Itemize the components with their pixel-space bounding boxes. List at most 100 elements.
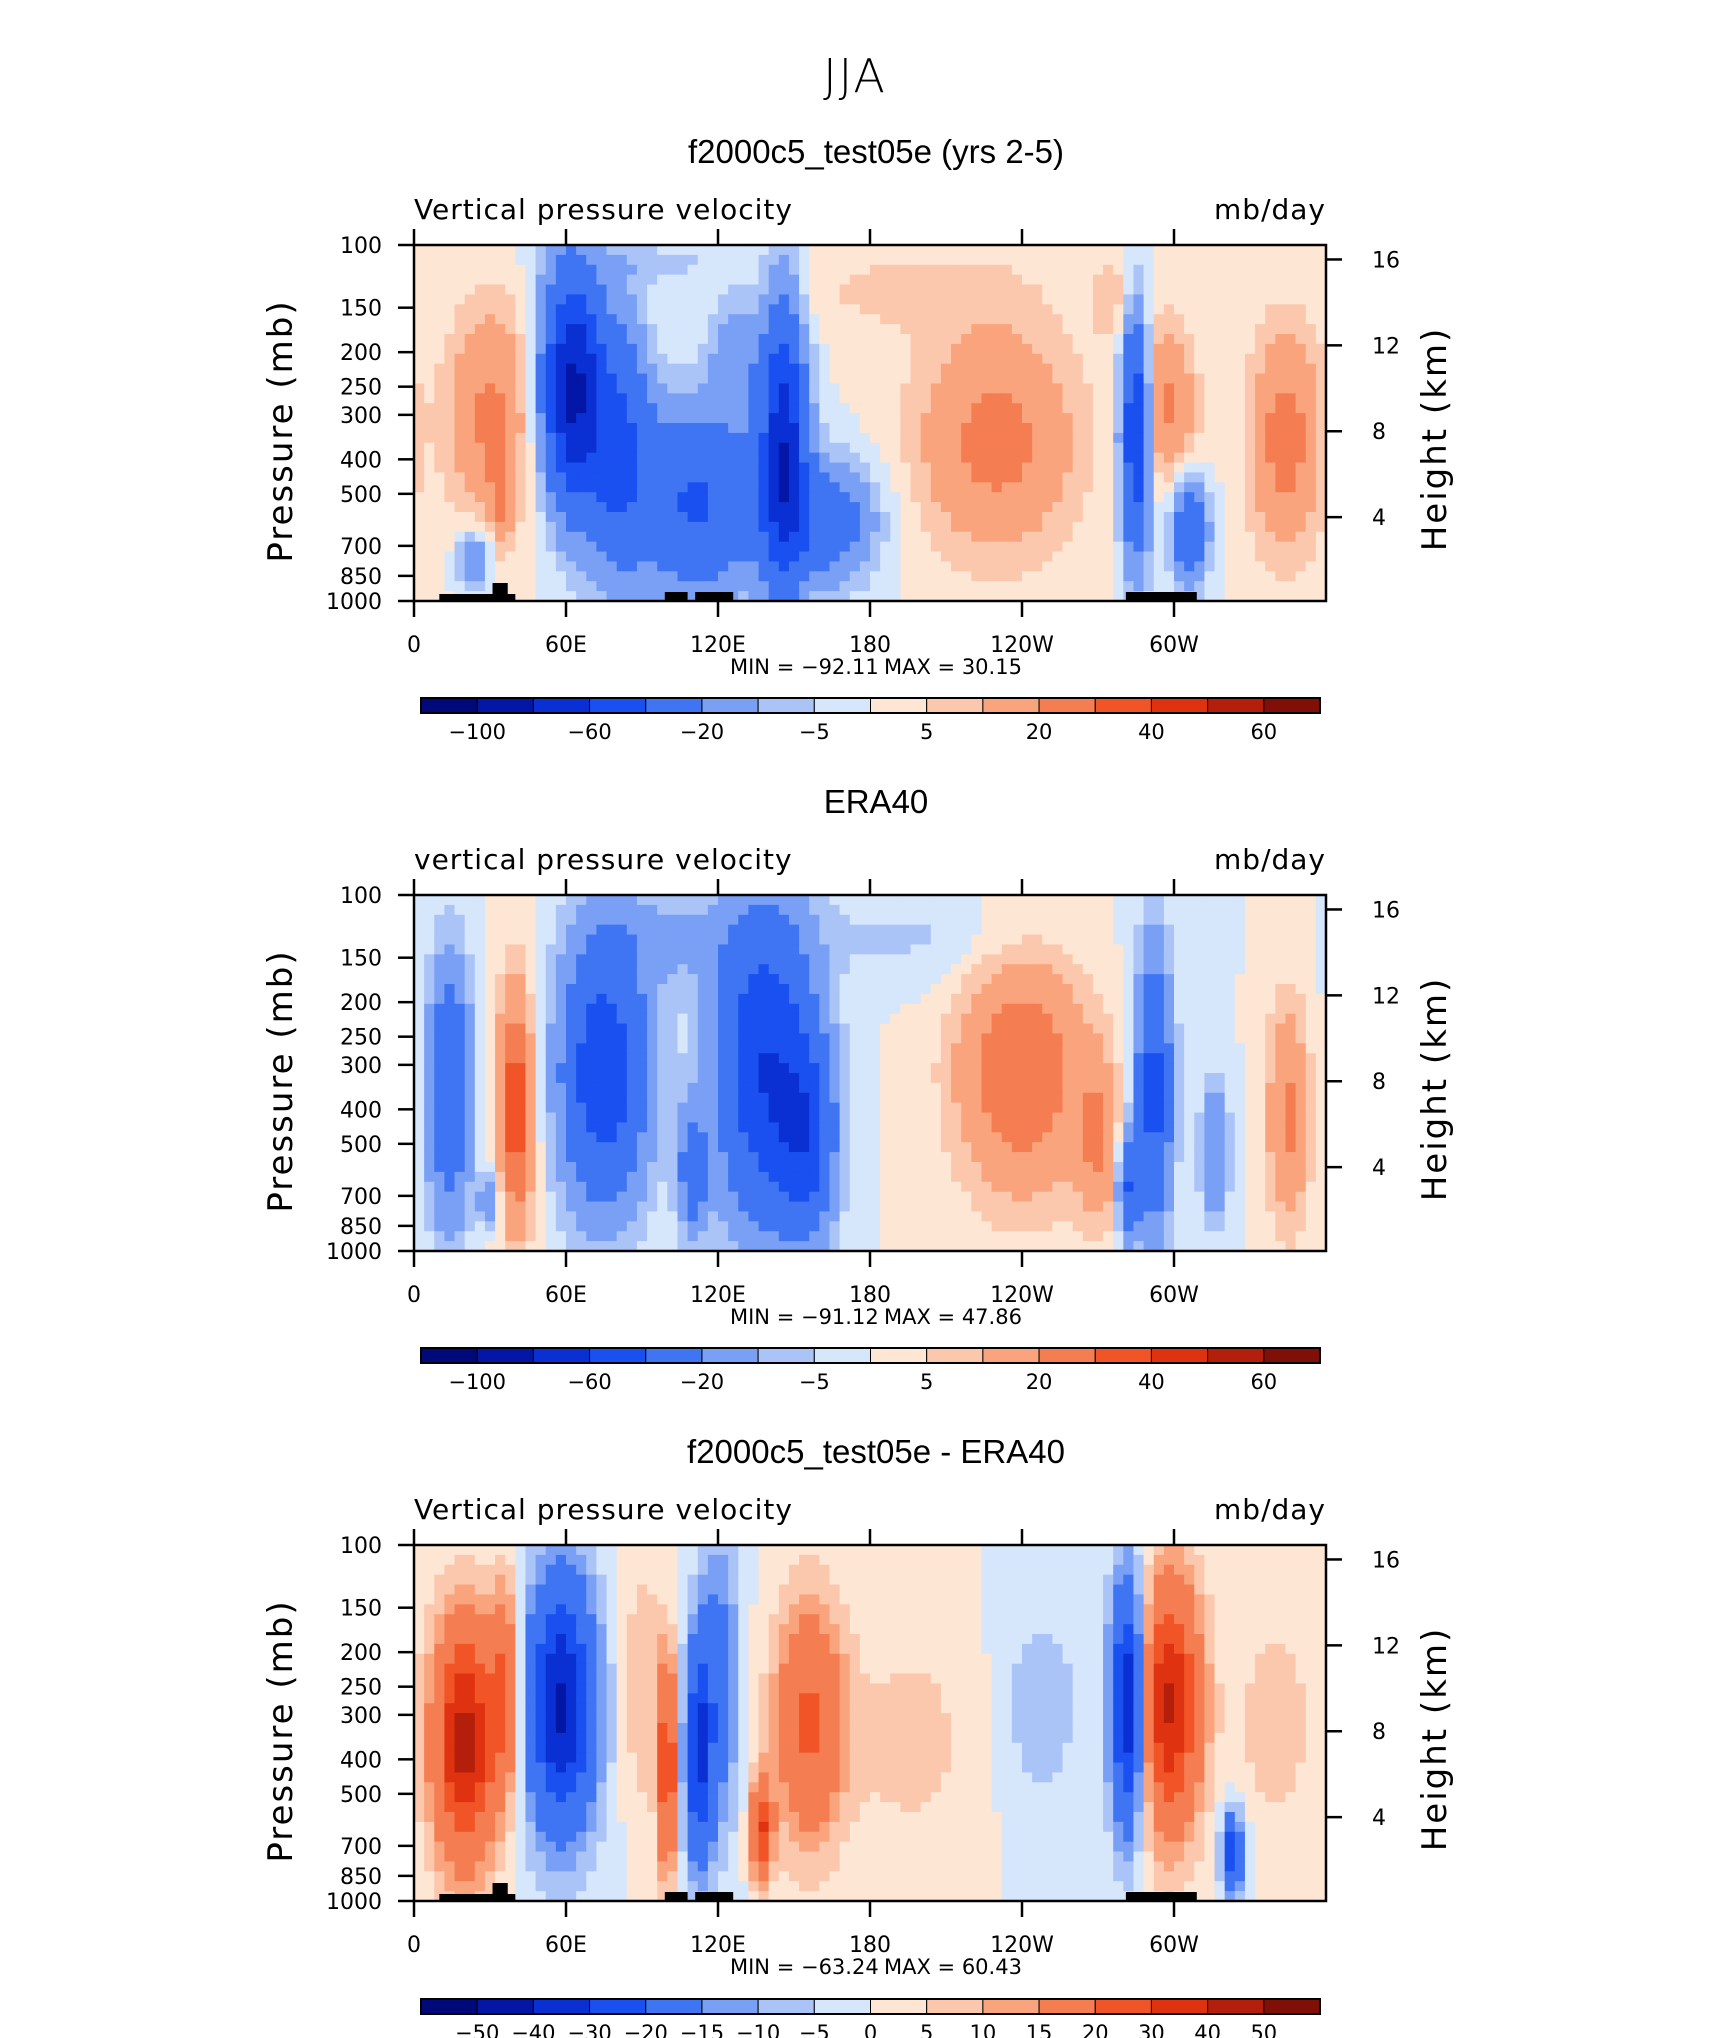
field-cell bbox=[1001, 363, 1013, 375]
field-cell bbox=[1123, 334, 1135, 345]
field-cell bbox=[1062, 904, 1074, 916]
field-cell bbox=[1143, 914, 1155, 926]
field-cell bbox=[647, 452, 658, 464]
field-cell bbox=[849, 482, 861, 493]
field-cell bbox=[1143, 944, 1155, 955]
field-cell bbox=[799, 294, 810, 305]
field-cell bbox=[799, 324, 810, 335]
field-cell bbox=[758, 343, 770, 355]
field-cell bbox=[444, 423, 456, 434]
field-cell bbox=[788, 993, 800, 1005]
field-cell bbox=[748, 551, 760, 563]
field-cell bbox=[748, 393, 760, 404]
field-cell bbox=[484, 993, 496, 1005]
field-cell bbox=[1244, 541, 1256, 553]
field-cell bbox=[819, 462, 831, 474]
field-cell bbox=[1042, 502, 1053, 513]
field-cell bbox=[758, 353, 770, 365]
field-cell bbox=[951, 954, 962, 965]
field-cell bbox=[566, 363, 577, 375]
field-cell bbox=[768, 442, 780, 454]
field-cell bbox=[930, 462, 942, 474]
field-cell bbox=[1042, 284, 1053, 296]
field-cell bbox=[1174, 393, 1185, 404]
field-cell bbox=[1143, 245, 1155, 256]
field-cell bbox=[839, 462, 851, 474]
colorbar-swatch bbox=[589, 697, 647, 714]
field-cell bbox=[444, 413, 456, 424]
field-cell bbox=[859, 954, 871, 965]
field-cell bbox=[1103, 914, 1114, 926]
field-cell bbox=[626, 304, 638, 315]
field-cell bbox=[849, 413, 861, 424]
field-cell bbox=[859, 294, 871, 305]
field-cell bbox=[576, 1023, 587, 1035]
field-cell bbox=[859, 492, 871, 503]
field-cell bbox=[505, 492, 516, 503]
field-cell bbox=[768, 314, 780, 325]
field-cell bbox=[718, 432, 729, 444]
field-cell bbox=[535, 294, 547, 305]
field-cell bbox=[1022, 914, 1033, 926]
field-cell bbox=[778, 393, 790, 404]
field-cell bbox=[454, 413, 466, 424]
field-cell bbox=[991, 373, 1003, 385]
field-cell bbox=[667, 512, 679, 523]
field-cell bbox=[1285, 393, 1297, 404]
field-cell bbox=[1143, 502, 1155, 513]
field-cell bbox=[799, 284, 810, 296]
field-cell bbox=[961, 472, 972, 483]
field-cell bbox=[880, 324, 891, 335]
field-cell bbox=[809, 442, 820, 454]
field-cell bbox=[991, 591, 1003, 602]
field-cell bbox=[464, 353, 476, 365]
field-cell bbox=[920, 974, 932, 985]
field-cell bbox=[748, 432, 760, 444]
field-cell bbox=[1194, 353, 1205, 365]
field-cell bbox=[535, 334, 547, 345]
field-cell bbox=[636, 264, 648, 276]
field-cell bbox=[728, 974, 739, 985]
field-cell bbox=[920, 1053, 932, 1064]
field-cell bbox=[495, 472, 506, 483]
field-cell bbox=[768, 373, 780, 385]
field-cell bbox=[738, 284, 749, 296]
field-cell bbox=[1163, 944, 1175, 955]
field-cell bbox=[424, 423, 435, 434]
field-cell bbox=[849, 373, 861, 385]
field-cell bbox=[880, 353, 891, 365]
field-cell bbox=[1082, 1043, 1094, 1054]
field-cell bbox=[1184, 373, 1195, 385]
field-cell bbox=[1001, 895, 1013, 906]
field-cell bbox=[586, 1053, 597, 1064]
field-cell bbox=[788, 904, 800, 916]
field-cell bbox=[1285, 904, 1297, 916]
field-cell bbox=[809, 393, 820, 404]
field-cell bbox=[1133, 581, 1145, 592]
field-cell bbox=[1174, 334, 1185, 345]
field-cell bbox=[484, 442, 496, 454]
field-cell bbox=[799, 944, 810, 955]
field-cell bbox=[1133, 423, 1145, 434]
field-cell bbox=[829, 502, 841, 513]
field-cell bbox=[758, 924, 770, 936]
field-cell bbox=[596, 314, 608, 325]
field-cell bbox=[1103, 245, 1114, 256]
field-cell bbox=[1032, 944, 1043, 955]
field-cell bbox=[566, 383, 577, 394]
field-cell bbox=[788, 541, 800, 553]
field-cell bbox=[505, 512, 516, 523]
field-cell bbox=[1224, 413, 1236, 424]
field-cell bbox=[920, 482, 932, 493]
field-cell bbox=[981, 1053, 993, 1064]
field-cell bbox=[474, 324, 486, 335]
field-cell bbox=[940, 1033, 952, 1044]
field-cell bbox=[961, 551, 972, 563]
field-cell bbox=[768, 353, 780, 365]
field-cell bbox=[940, 502, 952, 513]
field-cell bbox=[1113, 442, 1124, 454]
field-cell bbox=[1123, 1043, 1135, 1054]
field-cell bbox=[606, 393, 618, 404]
field-cell bbox=[535, 245, 547, 256]
field-cell bbox=[819, 492, 831, 503]
